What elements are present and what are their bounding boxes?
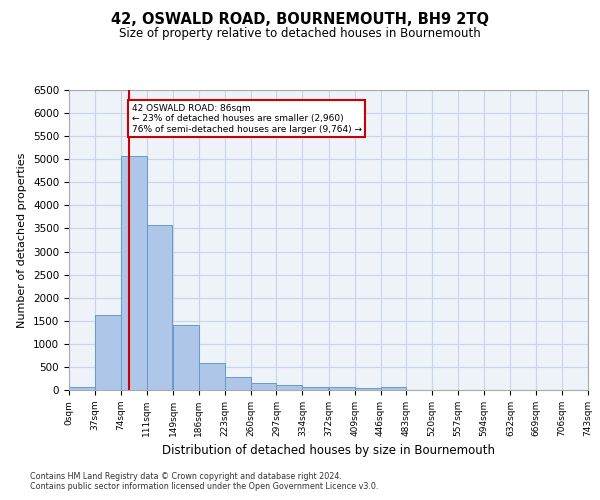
Bar [69, 386, 95, 390]
Bar [277, 385, 302, 390]
Y-axis label: Number of detached properties: Number of detached properties [17, 152, 28, 328]
Bar [199, 363, 225, 390]
Text: 42, OSWALD ROAD, BOURNEMOUTH, BH9 2TQ: 42, OSWALD ROAD, BOURNEMOUTH, BH9 2TQ [111, 12, 489, 28]
Bar [146, 225, 172, 390]
Bar [302, 386, 328, 390]
X-axis label: Distribution of detached houses by size in Bournemouth: Distribution of detached houses by size … [162, 444, 495, 458]
Bar [225, 376, 251, 390]
Bar [251, 384, 277, 390]
Text: Contains HM Land Registry data © Crown copyright and database right 2024.: Contains HM Land Registry data © Crown c… [30, 472, 342, 481]
Text: Contains public sector information licensed under the Open Government Licence v3: Contains public sector information licen… [30, 482, 379, 491]
Bar [380, 386, 406, 390]
Bar [121, 156, 146, 390]
Bar [95, 315, 121, 390]
Bar [355, 388, 380, 390]
Text: Size of property relative to detached houses in Bournemouth: Size of property relative to detached ho… [119, 28, 481, 40]
Text: 42 OSWALD ROAD: 86sqm
← 23% of detached houses are smaller (2,960)
76% of semi-d: 42 OSWALD ROAD: 86sqm ← 23% of detached … [132, 104, 362, 134]
Bar [329, 387, 355, 390]
Bar [173, 325, 199, 390]
